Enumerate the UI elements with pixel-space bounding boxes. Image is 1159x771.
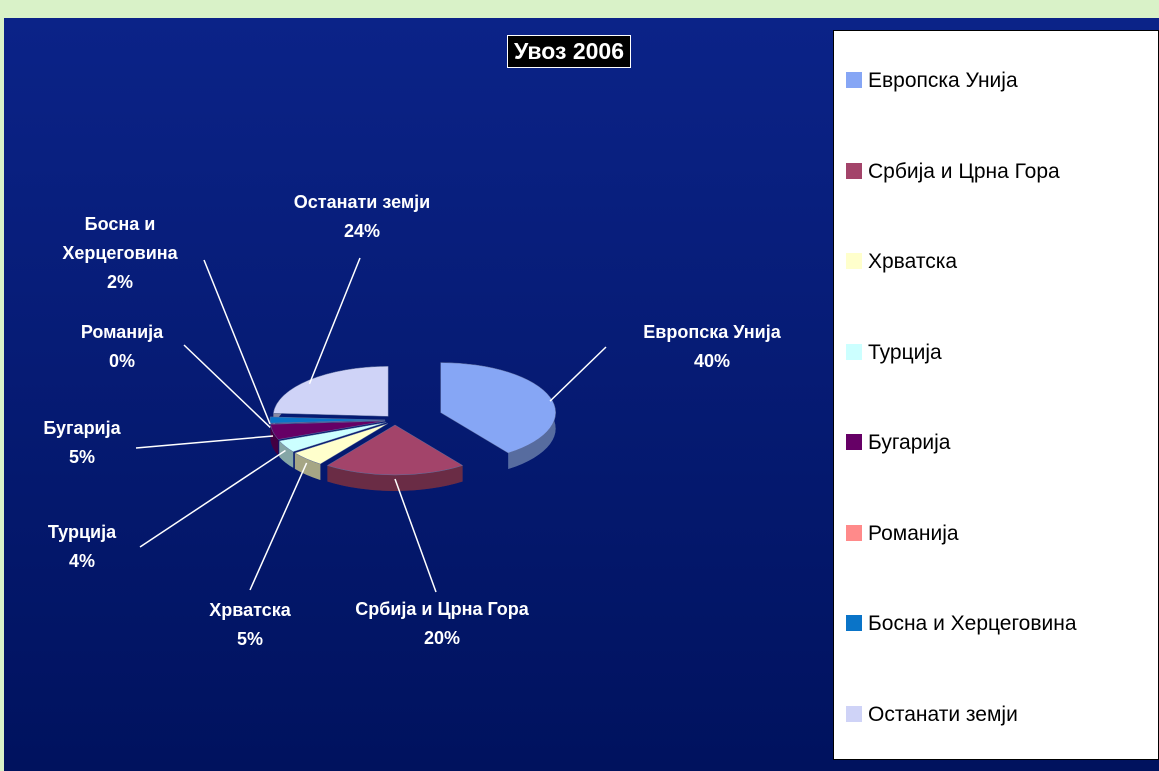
slice-label: Романија 0%: [47, 318, 197, 376]
legend-item: Европска Унија: [846, 69, 1018, 93]
slice-label: Останати земји 24%: [247, 188, 477, 246]
legend-label: Бугарија: [868, 431, 951, 454]
slice: [273, 366, 389, 417]
legend-label: Босна и Херцеговина: [868, 612, 1077, 635]
legend-swatch: [846, 253, 862, 269]
leader-line: [203, 259, 271, 425]
legend-label: Романија: [868, 521, 959, 545]
legend-item: Романија: [846, 522, 959, 546]
leader-line: [139, 449, 286, 548]
slice: [270, 420, 386, 440]
legend-label: Европска Унија: [868, 69, 1018, 92]
slice-side: [279, 440, 294, 468]
slice-side-shade: [294, 452, 321, 480]
legend-label: Останати земји: [868, 702, 1018, 726]
slice-label: Босна и Херцеговина 2%: [35, 210, 205, 297]
slice-side-shade: [270, 424, 279, 456]
legend-swatch: [846, 434, 862, 450]
legend-swatch: [846, 705, 862, 722]
legend-item: Хрватска: [846, 250, 957, 274]
slice-side-shade: [327, 465, 463, 491]
slice-label-value: 2%: [106, 272, 133, 292]
slice-label-name: Србија и Црна Гора: [355, 599, 529, 619]
slice-label-value: 5%: [236, 629, 263, 649]
slice-label: Србија и Црна Гора 20%: [352, 595, 532, 653]
legend-swatch: [846, 162, 862, 179]
slice-label: Европска Унија 40%: [602, 318, 822, 376]
slice-side: [294, 452, 321, 480]
legend-swatch: [846, 615, 862, 631]
legend-swatch: [846, 343, 862, 360]
slice-label-name: Европска Унија: [643, 322, 781, 342]
slice: [440, 362, 556, 454]
chart-title: Увоз 2006: [507, 35, 632, 68]
slice-side: [270, 424, 279, 456]
slice-label-name: Босна и Херцеговина: [62, 214, 178, 263]
legend: Европска Унија Србија и Црна Гора Хрватска…: [833, 30, 1159, 760]
leader-line: [135, 435, 274, 449]
leader-line: [549, 346, 607, 402]
slice: [326, 424, 464, 476]
slice-label-name: Романија: [80, 322, 164, 342]
slice-label-value: 0%: [108, 351, 135, 371]
slice-label-value: 24%: [343, 221, 381, 241]
slice-side-shade: [279, 440, 294, 468]
legend-item: Останати земји: [846, 703, 1018, 727]
leader-line: [308, 257, 361, 385]
slice-label: Бугарија 5%: [22, 414, 142, 472]
slice-label-name: Останати земји: [293, 192, 431, 212]
slice-label: Хрватска 5%: [175, 596, 325, 654]
legend-label: Хрватска: [868, 250, 958, 273]
legend-label: Србија и Црна Гора: [868, 159, 1060, 183]
slice-label-name: Хрватска: [209, 600, 291, 620]
legend-item: Босна и Херцеговина: [846, 612, 1077, 636]
legend-swatch: [846, 72, 862, 88]
legend-item: Турција: [846, 341, 942, 365]
slice-label-name: Бугарија: [43, 418, 121, 438]
slice-label-value: 4%: [68, 551, 95, 571]
slice-side: [327, 465, 463, 491]
slice-label-name: Турција: [47, 522, 117, 542]
legend-item: Србија и Црна Гора: [846, 160, 1060, 184]
slice-label: Турција 4%: [22, 518, 142, 576]
leader-line: [394, 478, 437, 593]
slice-label-value: 40%: [693, 351, 731, 371]
leader-line: [183, 344, 271, 428]
legend-item: Бугарија: [846, 431, 950, 455]
legend-label: Турција: [868, 340, 942, 364]
slice-label-value: 20%: [423, 628, 461, 648]
legend-swatch: [846, 524, 862, 541]
slice-label-value: 5%: [68, 447, 95, 467]
slice: [294, 423, 389, 465]
slice: [278, 422, 387, 453]
leader-line: [249, 462, 308, 591]
